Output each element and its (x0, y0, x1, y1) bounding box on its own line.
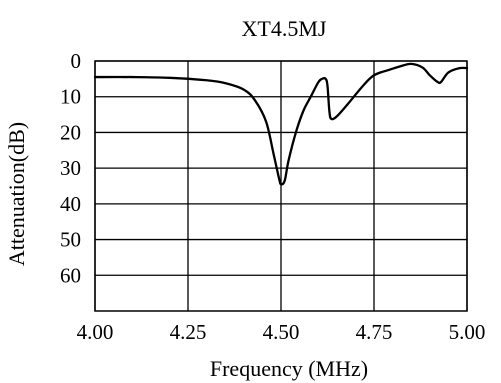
y-axis-label: Attenuation(dB) (4, 122, 29, 266)
y-tick-labels: 0 10 20 30 40 50 60 (60, 49, 81, 287)
y-tick-label: 40 (60, 192, 81, 216)
plot-frame (94, 60, 468, 312)
chart-title: XT4.5MJ (242, 16, 327, 41)
x-tick-label: 5.00 (449, 320, 486, 344)
y-tick-label: 0 (71, 49, 82, 73)
grid-lines (94, 60, 468, 311)
x-tick-labels: 4.00 4.25 4.50 4.75 5.00 (77, 320, 486, 344)
y-tick-label: 20 (60, 120, 81, 144)
y-tick-label: 50 (60, 228, 81, 252)
y-tick-label: 30 (60, 156, 81, 180)
x-axis-label: Frequency (MHz) (210, 356, 368, 381)
y-tick-label: 60 (60, 263, 81, 287)
y-tick-label: 10 (60, 85, 81, 109)
x-tick-label: 4.00 (77, 320, 114, 344)
x-tick-label: 4.25 (170, 320, 207, 344)
x-tick-label: 4.50 (263, 320, 300, 344)
attenuation-curve (93, 62, 469, 186)
x-tick-label: 4.75 (356, 320, 393, 344)
